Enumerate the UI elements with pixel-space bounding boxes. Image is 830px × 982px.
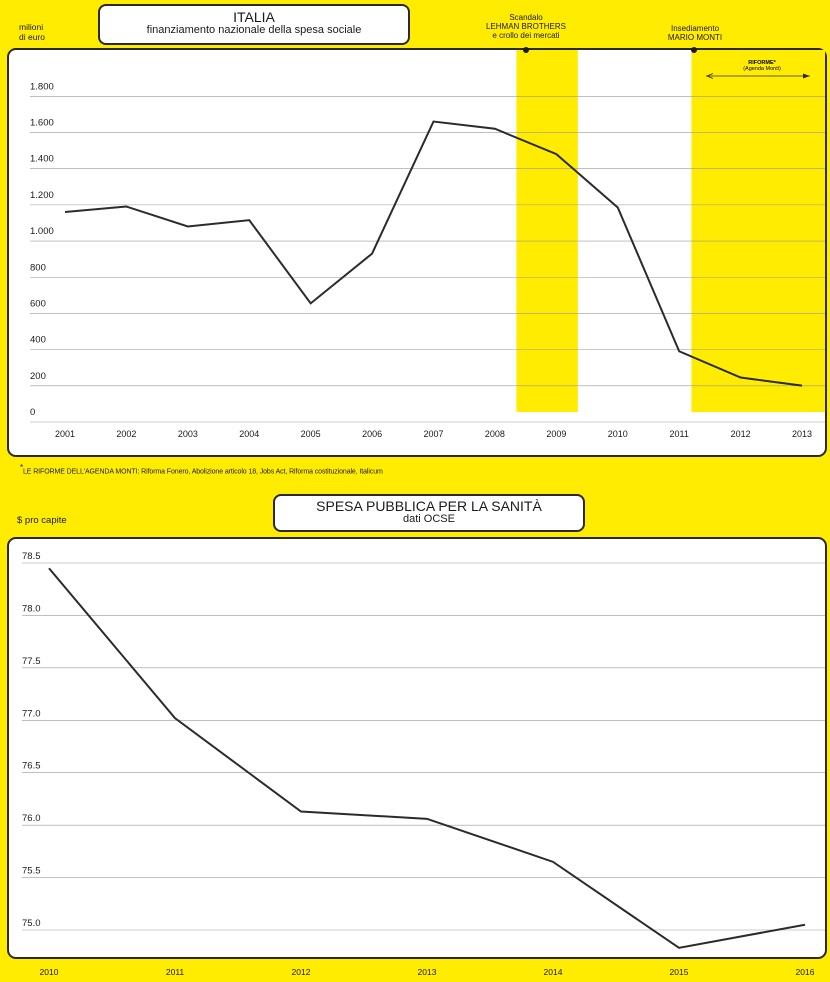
event-monti-line2: MARIO MONTI (667, 33, 723, 43)
chart1-panel (7, 48, 827, 457)
chart2-ylabel: $ pro capite (17, 515, 67, 526)
chart1-ylabel: milioni di euro (19, 22, 45, 42)
chart1-ylabel-line1: milioni (19, 22, 44, 32)
chart2-xtick-label: 2013 (418, 967, 437, 977)
chart1-xtick-label: 2002 (116, 429, 136, 439)
chart1-xtick-label: 2010 (608, 429, 628, 439)
event-monti-line1: Insediamento (670, 24, 720, 33)
event-lehman-line3: e crollo dei mercati (492, 31, 560, 41)
riforme-arrow: RIFORME* (Agenda Monti) (705, 60, 810, 79)
event-lehman-dot (523, 47, 529, 53)
chart1-xtick-label: 2001 (55, 429, 75, 439)
chart2-title: SPESA PUBBLICA PER LA SANITÀ (316, 498, 542, 514)
chart1-ytick-label: 1.800 (30, 81, 54, 92)
chart1-xtick-label: 2003 (178, 429, 198, 439)
chart2-xtick-label: 2015 (670, 967, 689, 977)
event-band-1 (691, 50, 825, 412)
chart2-panel (7, 537, 827, 959)
chart1-ytick-label: 200 (30, 371, 46, 382)
chart1-ytick-label: 1.000 (30, 226, 54, 237)
chart2-ytick-label: 78.0 (22, 603, 41, 614)
chart2-ytick-label: 78.5 (22, 551, 41, 562)
chart2-ytick-label: 75.5 (22, 866, 41, 877)
event-band-0 (516, 50, 578, 412)
chart1-xtick-label: 2012 (731, 429, 751, 439)
chart2-ytick-label: 76.0 (22, 813, 41, 824)
riforme-label-2: (Agenda Monti) (743, 66, 781, 72)
chart1-xtick-label: 2009 (546, 429, 566, 439)
chart1-ytick-label: 400 (30, 335, 46, 346)
chart2-title-box: SPESA PUBBLICA PER LA SANITÀ dati OCSE (273, 494, 585, 532)
footnote-text: Riforma Fonero, Abolizione articolo 18, … (139, 468, 383, 476)
chart1-ytick-label: 800 (30, 262, 46, 273)
event-lehman-line1: Scandalo (509, 13, 543, 22)
chart1-xtick-label: 2013 (792, 429, 812, 439)
event-lehman-label: Scandalo LEHMAN BROTHERS e crollo dei me… (466, 13, 586, 41)
event-monti-dot (691, 47, 697, 53)
chart2-xtick-label: 2012 (292, 967, 311, 977)
chart1-xtick-label: 2007 (423, 429, 443, 439)
chart1-xtick-label: 2006 (362, 429, 382, 439)
event-lehman-line2: LEHMAN BROTHERS (485, 22, 566, 32)
chart2-series-line (48, 567, 806, 949)
chart2-xtick-label: 2010 (40, 967, 59, 977)
chart1-title: ITALIA (233, 9, 275, 25)
chart1-xtick-label: 2008 (485, 429, 505, 439)
riforme-label-1: RIFORME* (748, 60, 776, 66)
chart1-xtick-label: 2005 (301, 429, 321, 439)
footnote-marker: * (20, 463, 24, 472)
chart2-xtick-label: 2014 (544, 967, 563, 977)
chart1-ytick-label: 600 (30, 298, 46, 309)
chart1-subtitle: finanziamento nazionale della spesa soci… (146, 23, 362, 36)
chart2-ytick-label: 77.5 (22, 656, 41, 667)
chart1-xtick-label: 2004 (239, 429, 259, 439)
chart2-subtitle: dati OCSE (403, 512, 455, 525)
chart1-xtick-label: 2011 (669, 429, 688, 439)
chart2-ytick-label: 77.0 (22, 708, 41, 719)
chart1-footnote: *LE RIFORME DELL'AGENDA MONTI: Riforma F… (20, 463, 383, 475)
chart2-ytick-label: 76.5 (22, 761, 41, 772)
chart2-xtick-label: 2016 (796, 967, 815, 977)
chart2-ytick-label: 75.0 (22, 918, 41, 929)
chart1-series-line (64, 120, 803, 387)
event-monti-label: Insediamento MARIO MONTI (640, 24, 750, 42)
chart2-xtick-label: 2011 (166, 967, 185, 977)
chart1-ytick-label: 0 (30, 407, 35, 418)
footnote-lead: LE RIFORME DELL'AGENDA MONTI: (23, 468, 140, 476)
chart1-title-box: ITALIA finanziamento nazionale della spe… (98, 4, 410, 45)
chart1-ytick-label: 1.600 (30, 118, 54, 129)
chart1-ylabel-line2: di euro (19, 32, 45, 43)
chart1-ytick-label: 1.400 (30, 154, 54, 165)
chart1-ytick-label: 1.200 (30, 190, 54, 201)
